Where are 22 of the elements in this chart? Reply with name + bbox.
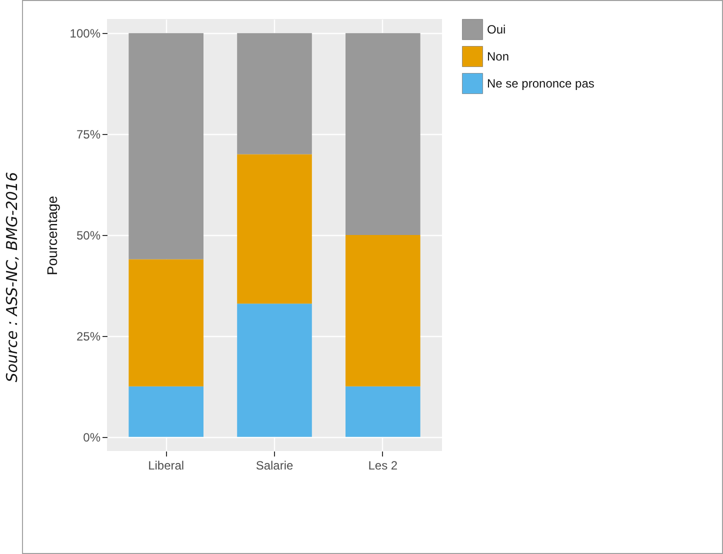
legend-label: Oui (487, 22, 506, 36)
x-tick-label: Liberal (148, 458, 184, 472)
bar (237, 154, 312, 304)
y-axis-title: Pourcentage (44, 196, 60, 276)
y-tick-label: 25% (76, 329, 101, 344)
bar (237, 304, 312, 437)
y-tick-label: 0% (83, 430, 101, 444)
y-tick-label: 50% (76, 228, 101, 242)
bar (346, 235, 420, 386)
bar (128, 33, 204, 260)
bar (128, 259, 204, 386)
y-tick-label: 100% (70, 26, 101, 41)
legend-label: Non (487, 50, 510, 64)
bar (346, 33, 420, 235)
bar (237, 33, 312, 154)
x-tick-label: Salarie (256, 458, 294, 472)
x-tick-label: Les 2 (368, 458, 398, 472)
legend-label: Ne se prononce pas (487, 76, 594, 90)
source-note: Source : ASS-NC, BMG-2016 (3, 172, 21, 382)
y-tick-label: 75% (76, 128, 101, 142)
bar (128, 386, 204, 437)
bar (346, 386, 420, 437)
